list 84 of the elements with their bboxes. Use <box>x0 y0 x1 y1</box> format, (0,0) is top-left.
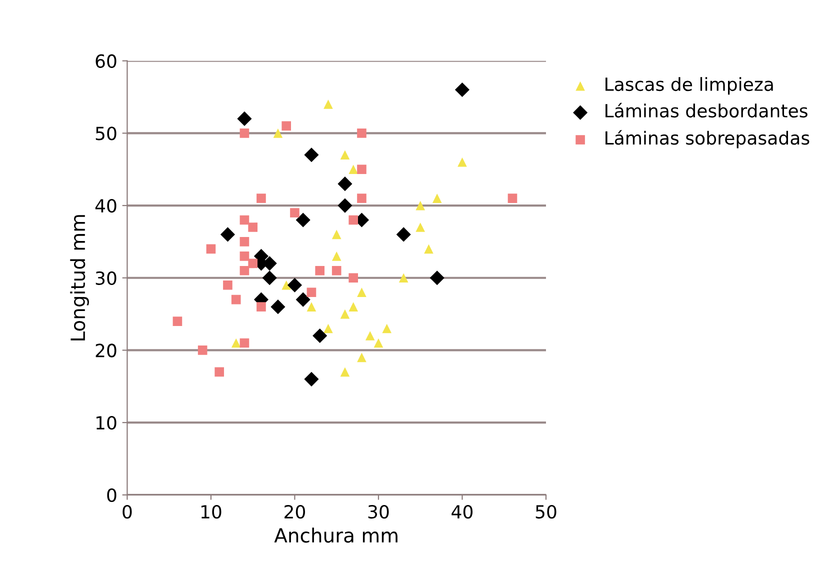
point <box>262 270 277 286</box>
point <box>340 150 350 160</box>
point <box>287 278 302 292</box>
point <box>357 194 366 203</box>
point <box>374 338 384 348</box>
point <box>396 227 411 242</box>
y-axis-title: Longitud mm <box>70 215 89 340</box>
y-tick-label: 30 <box>96 271 116 285</box>
point <box>312 328 328 344</box>
point <box>306 288 316 298</box>
point <box>240 252 250 261</box>
x-tick-label: 30 <box>368 504 389 519</box>
point <box>256 302 266 312</box>
point <box>231 338 241 348</box>
x-tick-label: 20 <box>284 504 306 519</box>
point <box>340 367 350 377</box>
point <box>432 194 442 203</box>
point <box>424 244 434 254</box>
x-tick-label: 50 <box>536 504 556 519</box>
point <box>240 338 250 348</box>
point <box>324 100 333 109</box>
point <box>282 121 291 131</box>
point <box>240 128 250 138</box>
point <box>256 194 266 203</box>
point <box>231 294 241 304</box>
point <box>332 266 342 276</box>
point <box>416 222 426 232</box>
point <box>304 372 319 386</box>
point <box>248 222 258 232</box>
point <box>340 309 350 319</box>
point <box>240 215 250 225</box>
x-tick-label: 10 <box>201 504 222 519</box>
point <box>240 266 250 276</box>
point <box>365 331 375 340</box>
point <box>304 148 319 162</box>
point <box>248 258 258 268</box>
point <box>458 157 467 167</box>
x-tick-label: 40 <box>452 504 473 519</box>
point <box>338 176 352 192</box>
legend-label: Lascas de limpieza <box>606 77 773 95</box>
point <box>508 194 518 203</box>
point <box>348 302 358 312</box>
point <box>332 230 342 240</box>
point <box>296 292 310 307</box>
point <box>454 82 470 98</box>
x-tick-label: 0 <box>122 504 132 519</box>
y-tick-label: 50 <box>96 126 116 140</box>
point <box>198 346 208 355</box>
point <box>332 252 342 261</box>
point <box>430 270 444 286</box>
point <box>223 280 232 290</box>
point <box>206 244 216 254</box>
point <box>172 316 182 326</box>
point <box>357 352 366 362</box>
point <box>324 324 333 334</box>
y-tick-label: 40 <box>95 198 116 213</box>
point <box>220 227 235 242</box>
point <box>357 128 366 138</box>
point <box>348 164 358 174</box>
point <box>273 128 283 138</box>
y-tick-label: 0 <box>107 488 116 502</box>
point <box>338 198 352 213</box>
point <box>282 280 291 290</box>
point <box>290 208 300 218</box>
point <box>270 300 286 314</box>
point <box>416 200 426 210</box>
point <box>237 111 252 126</box>
y-tick-label: 60 <box>96 54 116 68</box>
point <box>296 212 310 228</box>
y-tick-label: 10 <box>96 416 116 430</box>
legend-label: Láminas desbordantes <box>606 102 808 118</box>
point <box>382 324 392 334</box>
point <box>306 302 316 312</box>
legend-label: Láminas sobrepasadas <box>606 130 810 148</box>
point <box>357 164 366 174</box>
point <box>357 288 366 298</box>
point <box>240 237 250 246</box>
y-tick-label: 20 <box>96 344 116 358</box>
x-axis-title: Anchura mm <box>274 528 398 543</box>
point <box>348 273 358 283</box>
point <box>315 266 324 276</box>
point <box>398 273 408 283</box>
point <box>348 215 358 225</box>
point <box>214 367 224 377</box>
